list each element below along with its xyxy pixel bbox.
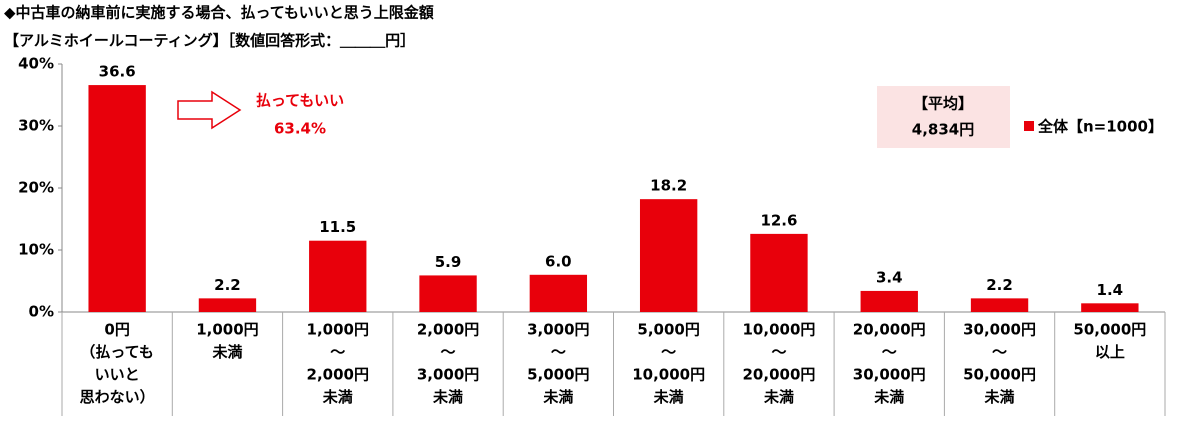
x-tick-label: 未満 bbox=[322, 388, 353, 406]
x-tick-label: ～ bbox=[551, 343, 566, 361]
bar bbox=[860, 290, 918, 312]
x-tick-label: 1,000円 bbox=[307, 321, 369, 339]
x-tick-label: 未満 bbox=[432, 388, 463, 406]
x-tick-label: ～ bbox=[771, 343, 786, 361]
chart-title: ◆中古車の納車前に実施する場合、払ってもいいと思う上限金額 bbox=[4, 4, 434, 22]
y-tick-label: 40% bbox=[18, 55, 54, 73]
x-tick-label: 2,000円 bbox=[417, 321, 479, 339]
value-label: 2.2 bbox=[214, 276, 241, 294]
legend-label: 全体【n=1000】 bbox=[1037, 118, 1163, 136]
average-label: 【平均】 bbox=[913, 95, 973, 113]
bar bbox=[309, 240, 367, 312]
x-tick-label: 0円 bbox=[104, 321, 129, 339]
bar bbox=[419, 275, 477, 312]
value-label: 18.2 bbox=[650, 177, 687, 195]
x-tick-label: 未満 bbox=[653, 388, 684, 406]
x-tick-label: ～ bbox=[992, 343, 1007, 361]
value-label: 1.4 bbox=[1097, 281, 1124, 299]
x-tick-label: 5,000円 bbox=[527, 366, 589, 384]
bar bbox=[750, 233, 808, 312]
x-tick-label: 30,000円 bbox=[963, 321, 1036, 339]
bar bbox=[639, 199, 698, 312]
value-label: 12.6 bbox=[760, 211, 797, 229]
x-tick-label: いいと bbox=[95, 366, 140, 384]
value-label: 5.9 bbox=[435, 253, 462, 271]
x-tick-label: 3,000円 bbox=[417, 366, 479, 384]
x-tick-label: 20,000円 bbox=[743, 366, 816, 384]
average-box bbox=[877, 86, 1010, 148]
value-label: 2.2 bbox=[986, 276, 1013, 294]
x-tick-label: 未満 bbox=[211, 343, 242, 361]
x-tick-label: ～ bbox=[441, 343, 456, 361]
value-label: 6.0 bbox=[545, 252, 572, 270]
x-tick-label: ～ bbox=[330, 343, 345, 361]
x-tick-label: 30,000円 bbox=[853, 366, 926, 384]
x-tick-label: 5,000円 bbox=[637, 321, 699, 339]
bar bbox=[88, 85, 146, 312]
x-tick-label: 20,000円 bbox=[853, 321, 926, 339]
bar bbox=[1081, 303, 1139, 312]
x-tick-label: （払っても bbox=[80, 343, 154, 361]
annotation: 63.4% bbox=[274, 120, 326, 138]
x-tick-label: 10,000円 bbox=[743, 321, 816, 339]
annotation: 払ってもいい bbox=[256, 92, 344, 110]
y-tick-label: 30% bbox=[18, 117, 54, 135]
bar bbox=[970, 298, 1029, 312]
chart-subtitle: 【アルミホイールコーティング】［数値回答形式：＿＿＿円］ bbox=[4, 32, 415, 50]
x-tick-label: 10,000円 bbox=[632, 366, 705, 384]
bar bbox=[529, 274, 588, 312]
x-tick-label: 未満 bbox=[542, 388, 573, 406]
x-tick-label: 3,000円 bbox=[527, 321, 589, 339]
value-label: 11.5 bbox=[319, 218, 356, 236]
x-tick-label: 50,000円 bbox=[1073, 321, 1146, 339]
x-tick-label: 1,000円 bbox=[196, 321, 258, 339]
y-tick-label: 10% bbox=[18, 241, 54, 259]
x-tick-label: 未満 bbox=[763, 388, 794, 406]
value-label: 36.6 bbox=[99, 63, 136, 81]
x-tick-label: 2,000円 bbox=[307, 366, 369, 384]
x-tick-label: 以上 bbox=[1095, 343, 1125, 361]
x-tick-label: 50,000円 bbox=[963, 366, 1036, 384]
value-label: 3.4 bbox=[876, 268, 903, 286]
bar bbox=[198, 298, 257, 312]
average-value: 4,834円 bbox=[912, 121, 974, 139]
x-tick-label: 未満 bbox=[984, 388, 1015, 406]
y-tick-label: 0% bbox=[29, 303, 54, 321]
legend-swatch bbox=[1024, 121, 1034, 131]
x-tick-label: 未満 bbox=[873, 388, 904, 406]
x-tick-label: 思わない） bbox=[80, 388, 155, 406]
arrow bbox=[177, 90, 242, 130]
y-tick-label: 20% bbox=[18, 179, 54, 197]
x-tick-label: ～ bbox=[882, 343, 897, 361]
x-tick-label: ～ bbox=[661, 343, 676, 361]
